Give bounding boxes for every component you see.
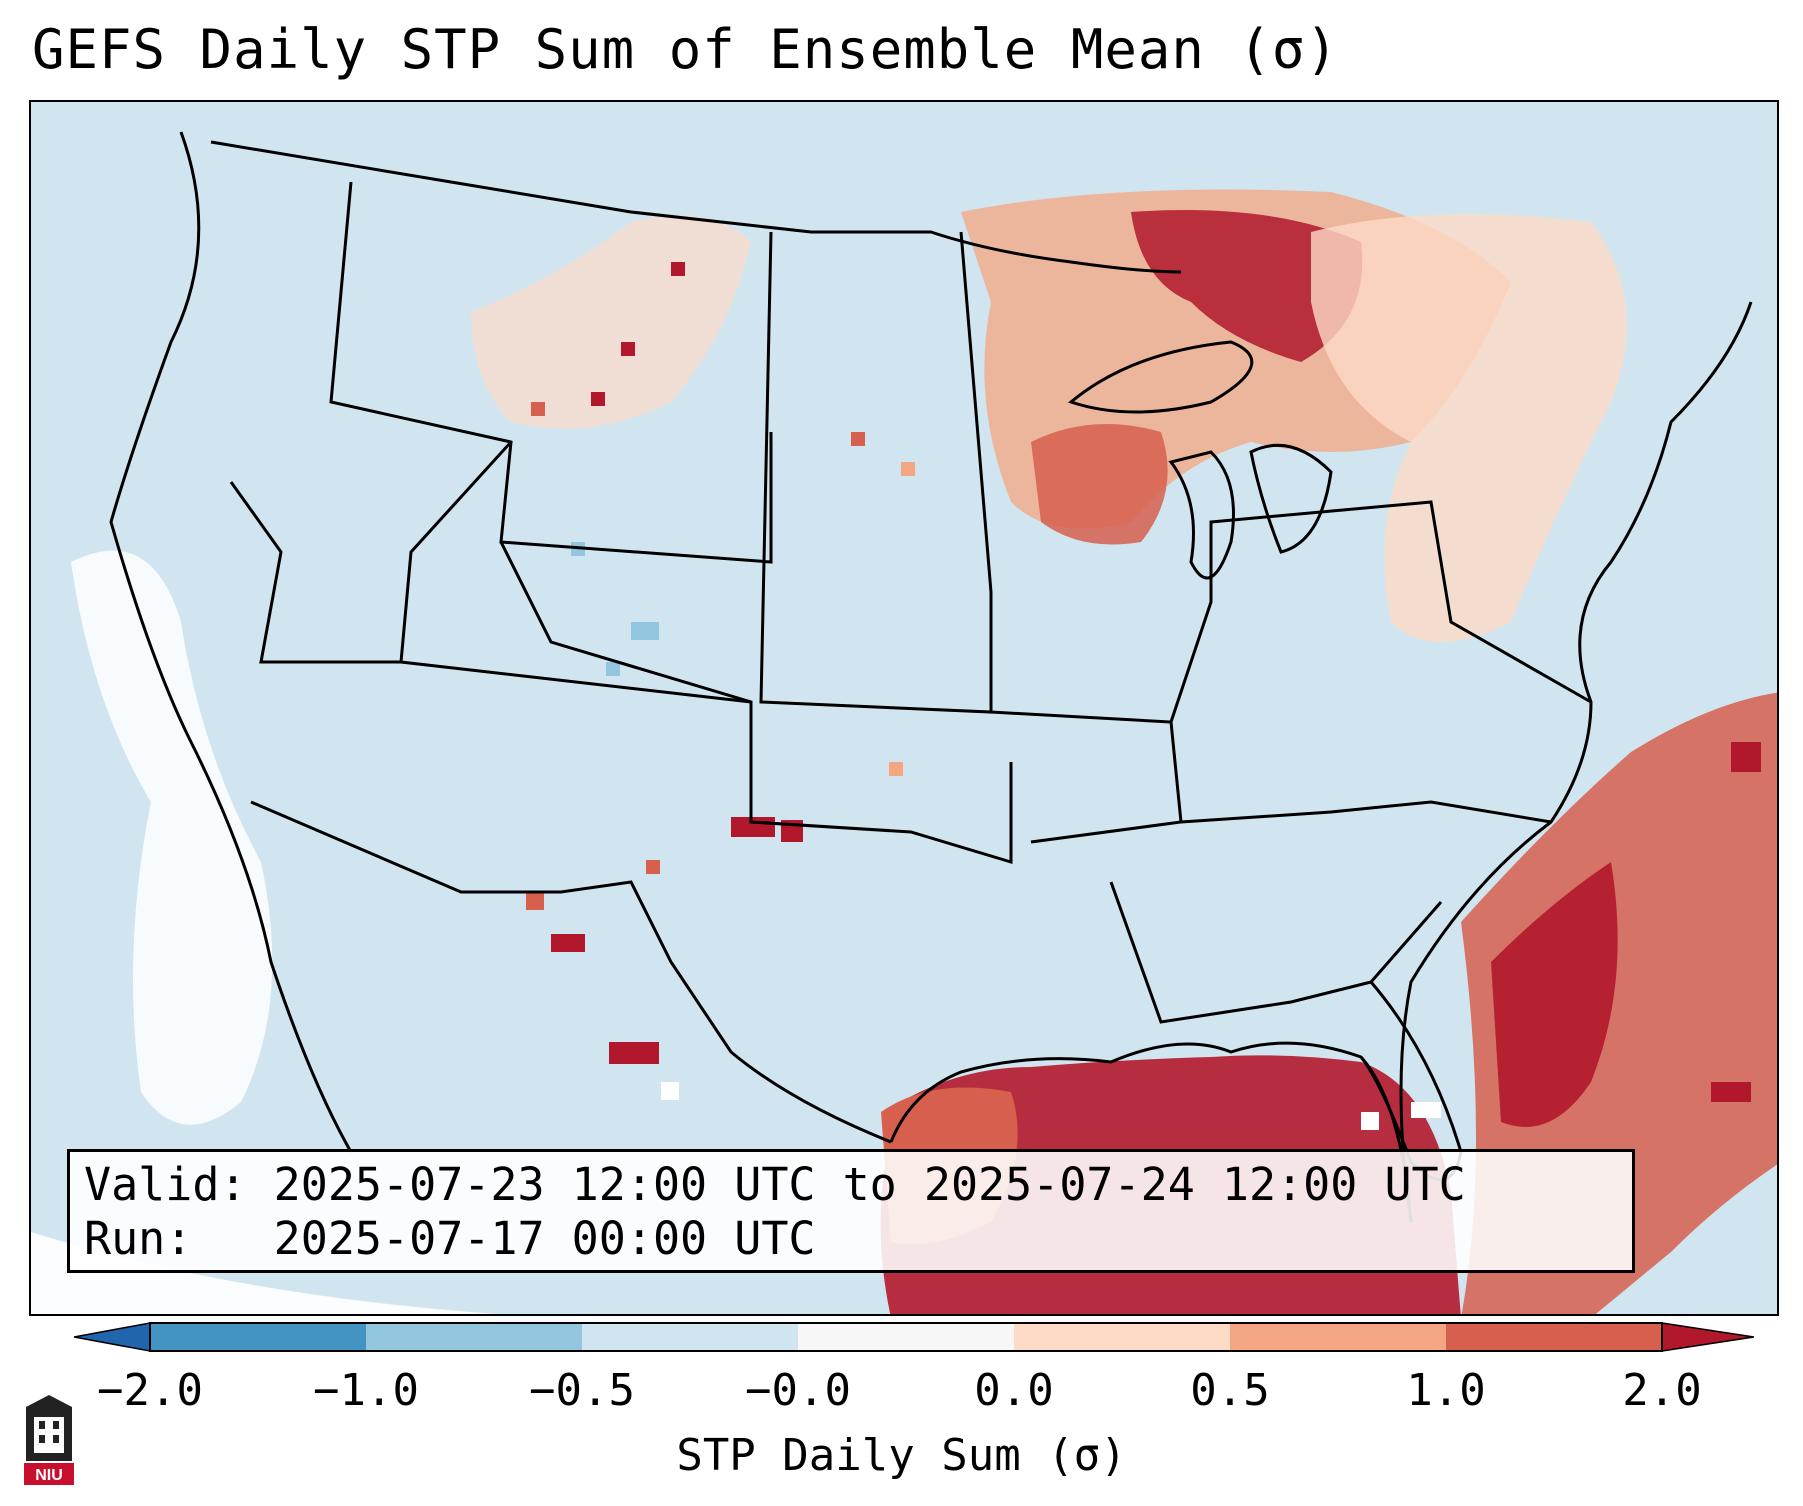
mexico-border [250,800,892,1144]
tick-label: 0.0 [974,1365,1054,1416]
colorbar-under-arrow [74,1322,151,1352]
info-box: Valid: 2025-07-23 12:00 UTC to 2025-07-2… [67,1149,1635,1273]
state-line-7 [1180,800,1552,824]
state-line-4 [499,541,1013,865]
map-panel: Valid: 2025-07-23 12:00 UTC to 2025-07-2… [29,100,1779,1316]
lake-superior [1067,340,1254,414]
tick-label: −2.0 [97,1365,203,1416]
colorbar-seg-4 [1014,1323,1230,1351]
state-line-3 [399,440,752,704]
valid-value: 2025-07-23 12:00 UTC to 2025-07-24 12:00… [273,1158,1466,1211]
tick-label: 2.0 [1622,1365,1702,1416]
colorbar [74,1322,1754,1352]
projection-edge [31,1232,498,1314]
westcoast-neutral-region [71,550,273,1125]
colorbar-seg-5 [1230,1323,1446,1351]
colorbar-seg-3 [798,1323,1014,1351]
state-line-5 [990,710,1183,844]
run-label: Run: [84,1212,193,1265]
tick-label: −0.0 [745,1365,851,1416]
northeast-faint-region [1311,214,1627,642]
colorbar-ticks: −2.0 −1.0 −0.5 −0.0 0.0 0.5 1.0 2.0 [0,1365,1803,1425]
colorbar-label: STP Daily Sum (σ) [676,1430,1127,1481]
state-line-8 [1109,881,1443,1024]
state-line-2 [759,231,993,714]
run-value: 2025-07-17 00:00 UTC [273,1212,816,1265]
lake-huron [1249,443,1333,554]
boundary-lines [109,131,1753,1223]
west-coast [109,131,353,1153]
colorbar-seg-0 [150,1323,366,1351]
us-canada-border [210,140,1182,274]
atlantic-core-region [1491,862,1618,1127]
lake-michigan [1168,450,1235,580]
tick-label: 0.5 [1190,1365,1270,1416]
valid-label: Valid: [84,1158,247,1211]
logo-text: NIU [35,1467,63,1484]
colorbar-seg-6 [1446,1323,1662,1351]
montana-faint-region [471,215,751,429]
tick-label: 1.0 [1406,1365,1486,1416]
ontario-high-region [1131,210,1363,362]
map-svg [31,131,1777,1314]
state-line-1 [329,181,773,564]
wisconsin-high-region [1031,424,1168,545]
tick-label: −1.0 [313,1365,419,1416]
niu-logo-icon: NIU [24,1395,74,1485]
colorbar-seg-2 [582,1323,798,1351]
colorbar-outline [149,1322,1663,1352]
tick-label: −0.5 [529,1365,635,1416]
state-line-9 [229,481,401,664]
atlantic-coast [1399,301,1753,1223]
chart-title: GEFS Daily STP Sum of Ensemble Mean (σ) [32,18,1339,81]
colorbar-over-arrow [1661,1322,1754,1352]
colorbar-seg-1 [366,1323,582,1351]
